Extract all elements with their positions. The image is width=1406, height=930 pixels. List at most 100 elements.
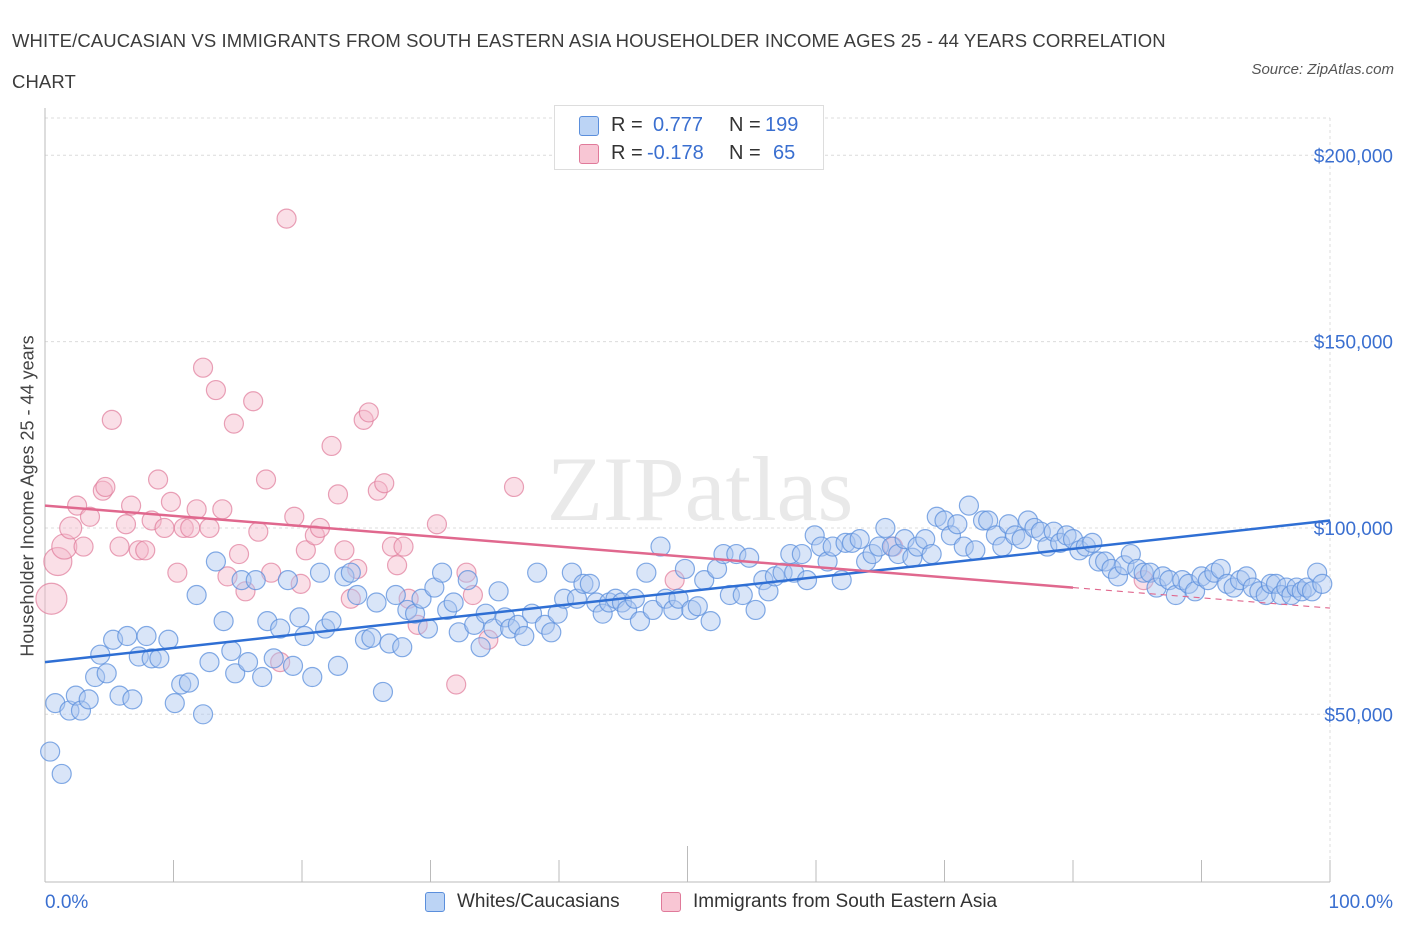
data-point-whites [811, 536, 832, 557]
data-point-whites [1265, 573, 1287, 594]
data-point-whites [282, 655, 304, 676]
data-point-whites [470, 637, 491, 658]
x-tick-label: 100.0% [1329, 892, 1394, 913]
y-tick-label: $50,000 [1324, 705, 1393, 726]
data-point-whites [1307, 562, 1328, 583]
data-point-whites [302, 666, 323, 688]
data-point-whites [136, 625, 157, 647]
data-point-whites [164, 693, 185, 714]
data-point-whites [221, 640, 242, 662]
data-point-whites [1107, 566, 1129, 587]
blue-swatch [579, 116, 599, 136]
data-point-whites [894, 529, 915, 550]
data-point-whites [1056, 525, 1077, 546]
correlation-legend: R = 0.777 N = 199 R = -0.178 N = 65 [554, 105, 824, 170]
data-point-whites [109, 685, 130, 706]
n-value: 199 [765, 114, 799, 136]
data-point-whites [237, 652, 259, 673]
data-point-whites [385, 584, 406, 606]
data-point-whites [592, 603, 613, 624]
series-immigrants-points [35, 208, 1154, 695]
data-point-whites [784, 562, 805, 583]
n-value: 65 [773, 142, 796, 164]
data-point-immigrants [147, 469, 169, 490]
data-point-immigrants [284, 506, 305, 527]
data-point-immigrants [426, 514, 448, 535]
data-point-whites [457, 570, 478, 591]
data-point-whites [514, 625, 535, 647]
data-point-whites [972, 510, 994, 531]
data-point-whites [681, 599, 702, 621]
data-point-immigrants [73, 536, 94, 557]
data-point-whites [277, 570, 298, 591]
legend-item-whites: Whites/Caucasians [425, 888, 645, 916]
n-key: N = [729, 114, 761, 136]
data-point-whites [417, 618, 439, 639]
series-whites-points [40, 495, 1333, 785]
data-point-immigrants [212, 499, 233, 520]
blue-swatch [425, 892, 445, 912]
data-point-immigrants [115, 514, 137, 535]
data-point-whites [642, 599, 663, 621]
data-point-whites [1139, 562, 1161, 583]
data-point-whites [70, 700, 92, 721]
data-point-whites [392, 637, 413, 658]
x-tick-label: 0.0% [45, 892, 88, 913]
data-point-immigrants [446, 674, 467, 695]
data-point-whites [40, 741, 61, 762]
data-point-whites [1301, 581, 1323, 602]
data-point-immigrants [290, 573, 311, 594]
data-point-whites [347, 584, 368, 606]
data-point-whites [915, 529, 936, 550]
data-point-immigrants [374, 473, 395, 494]
y-tick-label: $150,000 [1314, 333, 1393, 354]
data-point-whites [404, 603, 426, 624]
data-point-whites [650, 536, 671, 557]
legend-row-whites: R = 0.777 N = 199 [579, 112, 819, 138]
data-point-whites [617, 599, 638, 621]
data-point-immigrants [228, 543, 250, 565]
data-point-whites [1114, 555, 1135, 576]
data-point-whites [59, 700, 80, 721]
data-point-immigrants [295, 540, 316, 561]
x-tick-labels: 0.0% 100.0% [45, 892, 1393, 913]
data-point-whites [1229, 570, 1251, 591]
data-point-whites [739, 547, 760, 568]
data-point-immigrants [141, 510, 162, 531]
data-point-whites [547, 603, 568, 624]
data-point-whites [1088, 551, 1109, 572]
n-key: N = [729, 142, 761, 164]
data-point-whites [96, 663, 117, 684]
data-point-immigrants [386, 555, 408, 576]
data-point-whites [257, 611, 278, 632]
data-point-whites [817, 551, 838, 572]
data-point-immigrants [160, 491, 182, 512]
axes [44, 108, 1331, 883]
data-point-whites [849, 529, 870, 550]
data-point-immigrants [154, 517, 175, 539]
data-point-whites [1172, 570, 1193, 591]
data-point-whites [372, 681, 394, 703]
data-point-immigrants [334, 540, 355, 561]
y-axis-label: Householder Income Ages 25 - 44 years [17, 335, 38, 657]
legend-item-immigrants: Immigrants from South Eastern Asia [661, 888, 1041, 916]
data-point-whites [507, 614, 528, 635]
data-point-whites [225, 663, 246, 684]
data-point-whites [636, 562, 657, 583]
data-point-whites [1120, 543, 1141, 565]
data-point-whites [1255, 584, 1276, 606]
data-point-whites [953, 536, 974, 557]
data-point-immigrants [248, 521, 269, 542]
data-point-immigrants [192, 357, 214, 378]
data-point-whites [488, 581, 509, 602]
data-point-whites [527, 562, 548, 583]
data-point-whites [379, 633, 400, 654]
data-point-immigrants [327, 484, 349, 505]
data-point-whites [1127, 558, 1148, 580]
data-point-immigrants [205, 379, 227, 401]
data-point-whites [965, 540, 986, 561]
data-point-whites [321, 611, 342, 632]
data-point-whites [309, 562, 331, 583]
data-point-whites [1312, 573, 1333, 594]
data-point-immigrants [128, 540, 149, 561]
